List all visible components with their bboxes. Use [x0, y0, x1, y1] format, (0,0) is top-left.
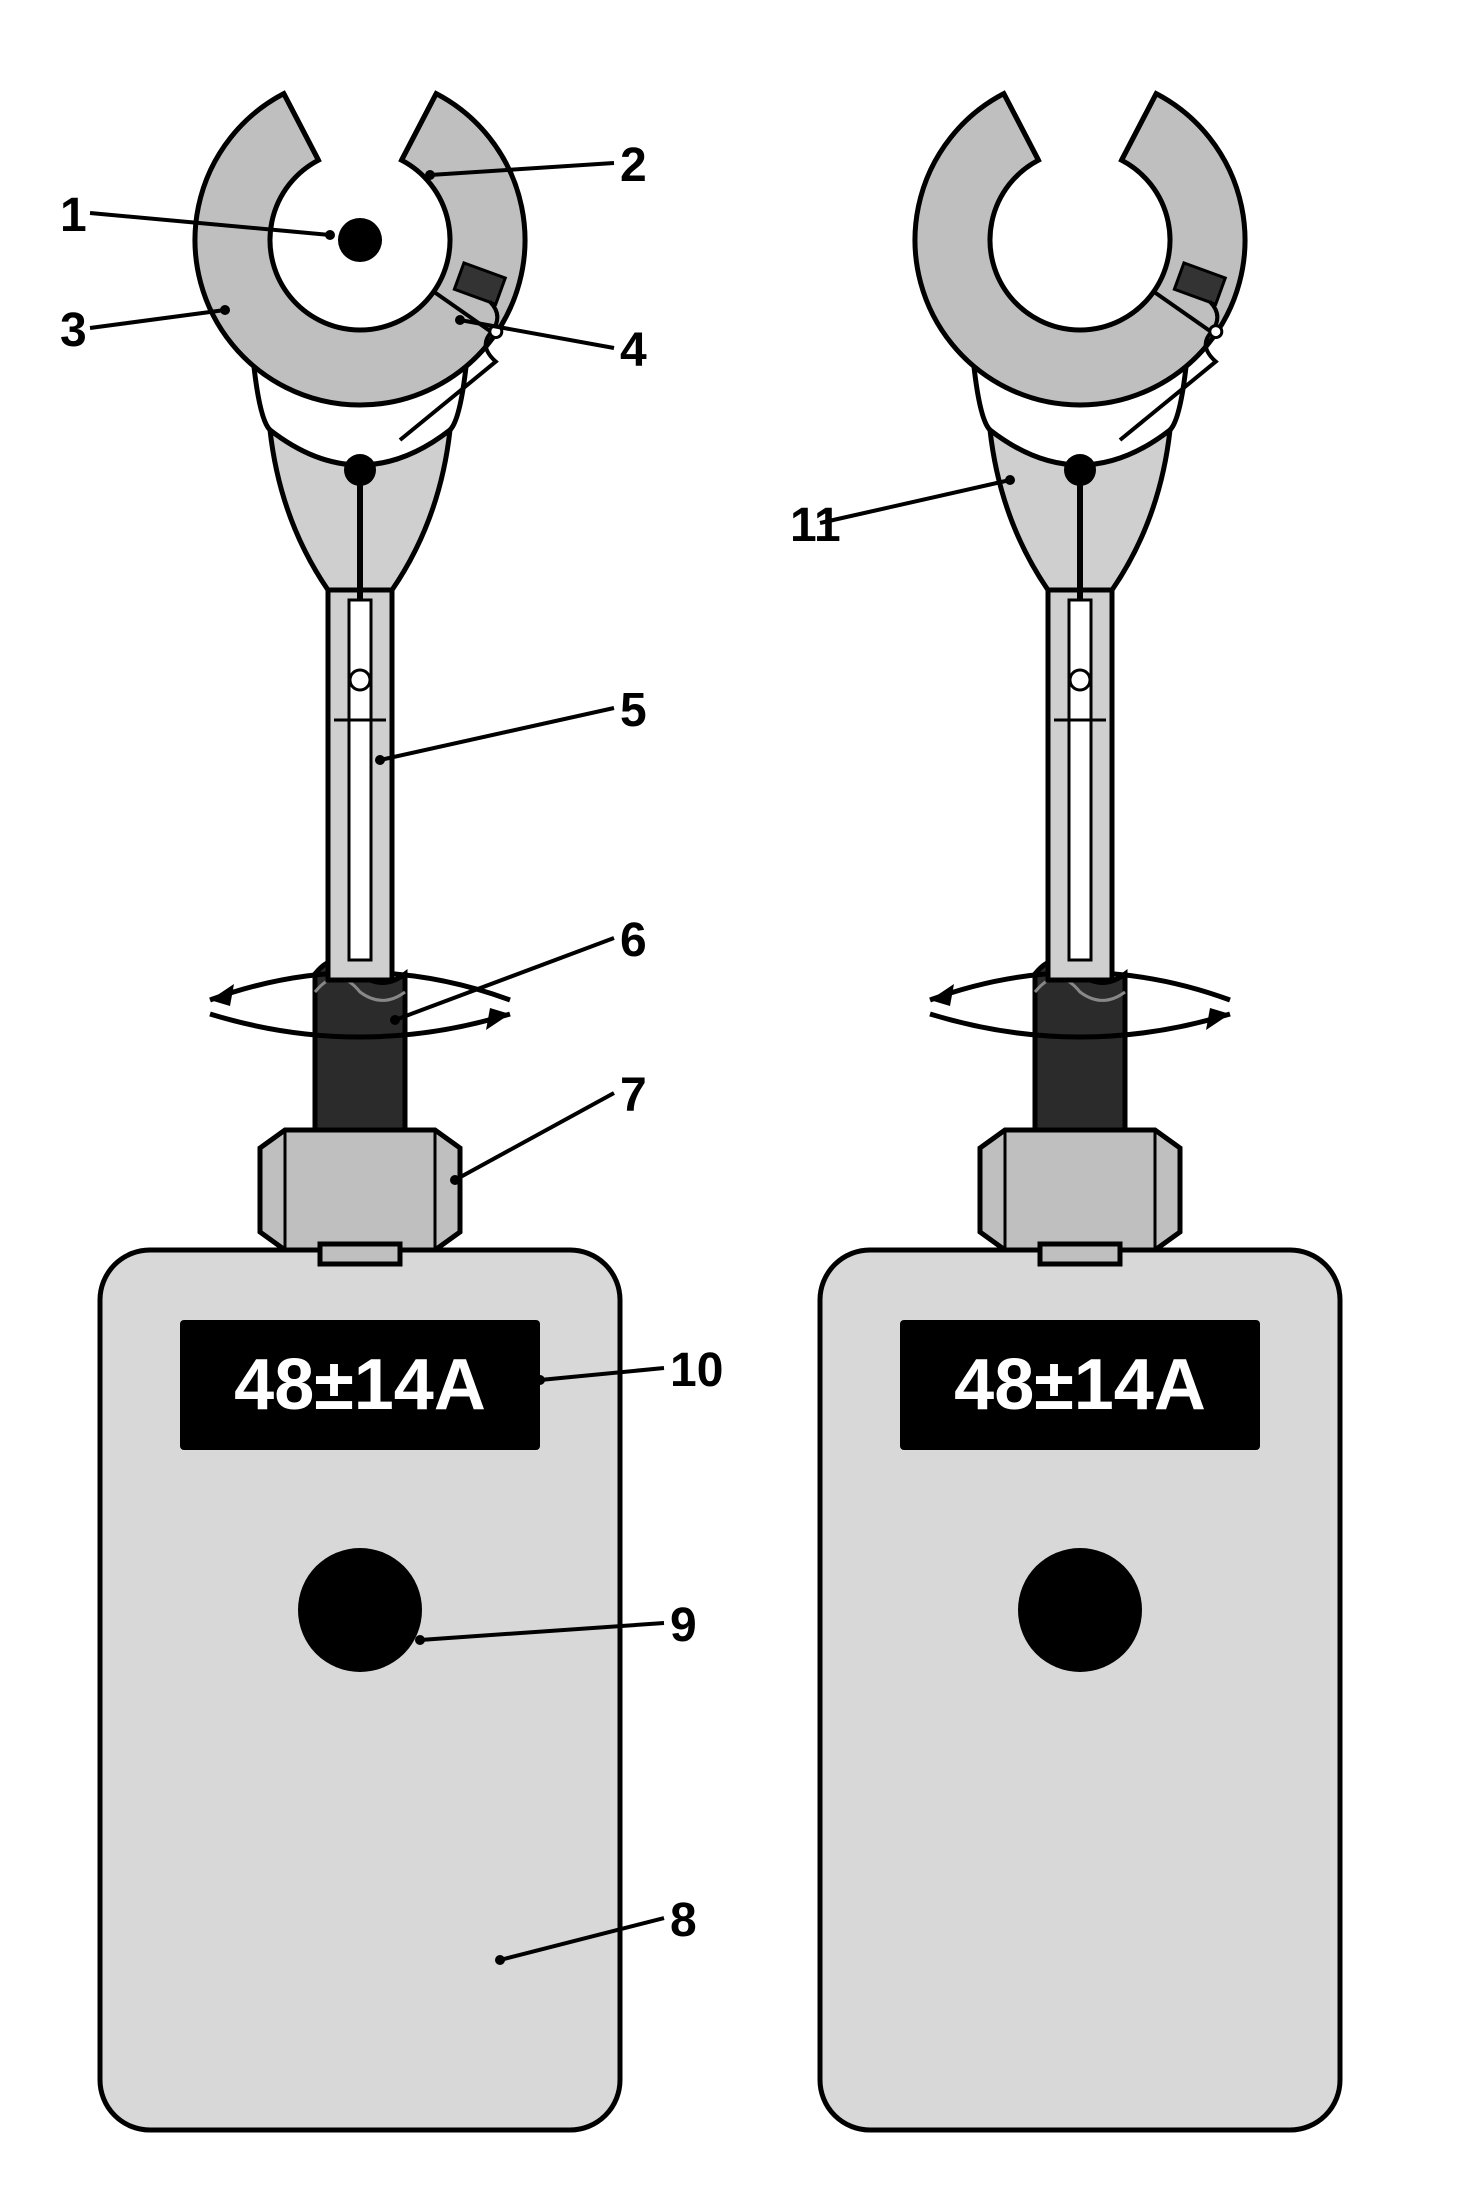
display-left: 48±14A: [180, 1320, 540, 1450]
swivel-joint: [315, 960, 405, 1130]
nut-connector: [980, 1130, 1180, 1250]
callout-number: 8: [670, 1894, 697, 1947]
callout-number: 9: [670, 1599, 697, 1652]
callout-number: 3: [60, 304, 87, 357]
nut-connector: [260, 1130, 460, 1250]
callout-leader: [455, 1093, 614, 1180]
meter-button[interactable]: [1018, 1548, 1142, 1672]
callout-number: 7: [620, 1069, 647, 1122]
callout-leader: [90, 310, 225, 328]
callout-leader: [820, 480, 1010, 523]
callout-number: 5: [620, 684, 647, 737]
display-right: 48±14A: [900, 1320, 1260, 1450]
swivel-joint: [1035, 960, 1125, 1130]
callout-number: 4: [620, 324, 647, 377]
conductor-cross-section: [338, 218, 382, 262]
clamp-core: [915, 94, 1245, 405]
callout-number: 11: [790, 499, 841, 552]
meter-button[interactable]: [298, 1548, 422, 1672]
display-left-text: 48±14A: [234, 1344, 486, 1426]
stem-cable: [1069, 600, 1091, 960]
stem-cable: [349, 600, 371, 960]
callout-number: 6: [620, 914, 647, 967]
callout-number: 1: [60, 189, 87, 242]
callout-number: 10: [670, 1344, 723, 1397]
callout-number: 2: [620, 139, 647, 192]
display-right-text: 48±14A: [954, 1344, 1206, 1426]
callout-leader: [380, 708, 614, 760]
